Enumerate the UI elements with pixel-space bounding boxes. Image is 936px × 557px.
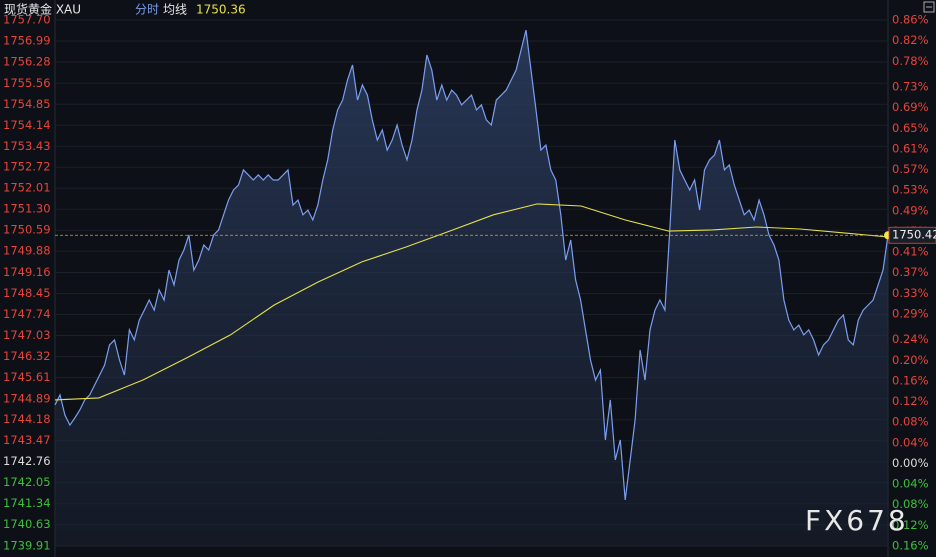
y-tick-label: 1756.28 bbox=[3, 54, 51, 68]
y2-tick-label: 0.49% bbox=[892, 203, 929, 217]
y-tick-label: 1749.16 bbox=[3, 265, 51, 279]
icon-box bbox=[923, 1, 935, 13]
y-tick-label: 1749.88 bbox=[3, 244, 51, 258]
y-tick-label: 1745.61 bbox=[3, 370, 51, 384]
y2-tick-label: 0.33% bbox=[892, 286, 929, 300]
y-tick-label: 1747.74 bbox=[3, 307, 51, 321]
y-tick-label: 1756.99 bbox=[3, 33, 51, 47]
y2-tick-label: 0.82% bbox=[892, 33, 929, 47]
y-tick-label: 1746.32 bbox=[3, 349, 51, 363]
y-tick-label: 1744.89 bbox=[3, 391, 51, 405]
y2-tick-label: 0.41% bbox=[892, 245, 929, 259]
y2-tick-label: 0.53% bbox=[892, 183, 929, 197]
y-tick-label: 1752.72 bbox=[3, 160, 51, 174]
chart-title: 现货黄金 XAU bbox=[4, 2, 81, 17]
y-tick-label: 1755.56 bbox=[3, 76, 51, 90]
y2-tick-label: 0.65% bbox=[892, 121, 929, 135]
legend-entry: 分时 bbox=[135, 3, 159, 17]
y-tick-label: 1742.05 bbox=[3, 475, 51, 489]
y2-tick-label: 0.04% bbox=[892, 435, 929, 449]
y-tick-label: 1751.30 bbox=[3, 202, 51, 216]
area bbox=[55, 30, 888, 547]
y2-tick-label: 0.04% bbox=[892, 477, 929, 491]
average-value: 1750.36 bbox=[196, 3, 246, 17]
legend-entry: 均线 bbox=[163, 3, 187, 17]
menu-icon[interactable] bbox=[923, 1, 935, 13]
y2-tick-label: 0.08% bbox=[892, 415, 929, 429]
y2-tick-label: 0.78% bbox=[892, 54, 929, 68]
y-tick-label: 1754.85 bbox=[3, 97, 51, 111]
y2-tick-label: 0.24% bbox=[892, 332, 929, 346]
y2-tick-label: 0.16% bbox=[892, 373, 929, 387]
watermark: FX678 bbox=[805, 504, 909, 537]
y2-tick-label: 0.16% bbox=[892, 539, 929, 553]
y2-tick-label: 0.12% bbox=[892, 518, 929, 532]
y2-tick-label: 0.12% bbox=[892, 394, 929, 408]
axes: 1757.70 1756.99 1756.28 1755.56 1754.85 1754.… bbox=[3, 13, 936, 553]
y-tick-label: 1742.76 bbox=[3, 454, 51, 468]
y-tick-label: 1744.18 bbox=[3, 412, 51, 426]
y2-tick-label: 0.29% bbox=[892, 306, 929, 320]
price-line bbox=[54, 29, 889, 500]
y2-tick-label: 0.20% bbox=[892, 353, 929, 367]
y2-tick-label: 0.61% bbox=[892, 141, 929, 155]
y2-tick-label: 0.86% bbox=[892, 13, 929, 27]
y-tick-label: 1757.70 bbox=[3, 13, 51, 27]
y-tick-label: 1748.45 bbox=[3, 286, 51, 300]
y-tick-label: 1747.03 bbox=[3, 328, 51, 342]
plot bbox=[54, 29, 892, 547]
y-tick-label: 1743.47 bbox=[3, 433, 51, 447]
y-tick-label: 1753.43 bbox=[3, 139, 51, 153]
y2-tick-label: 0.37% bbox=[892, 265, 929, 279]
y2-tick-label: 0.73% bbox=[892, 80, 929, 94]
y-tick-label: 1740.63 bbox=[3, 517, 51, 531]
y2-tick-label: 0.08% bbox=[892, 497, 929, 511]
last-price-label: 1750.42 bbox=[892, 228, 936, 242]
y2-tick-label: 0.69% bbox=[892, 100, 929, 114]
y-tick-label: 1750.59 bbox=[3, 223, 51, 237]
last-price-box bbox=[888, 226, 936, 244]
y-tick-label: 1741.34 bbox=[3, 496, 51, 510]
y2-tick-label: 0.00% bbox=[892, 456, 929, 470]
y-tick-label: 1752.01 bbox=[3, 181, 51, 195]
average-line bbox=[54, 203, 889, 401]
y2-tick-label: 0.57% bbox=[892, 162, 929, 176]
y-tick-label: 1754.14 bbox=[3, 118, 51, 132]
y-tick-label: 1739.91 bbox=[3, 539, 51, 553]
